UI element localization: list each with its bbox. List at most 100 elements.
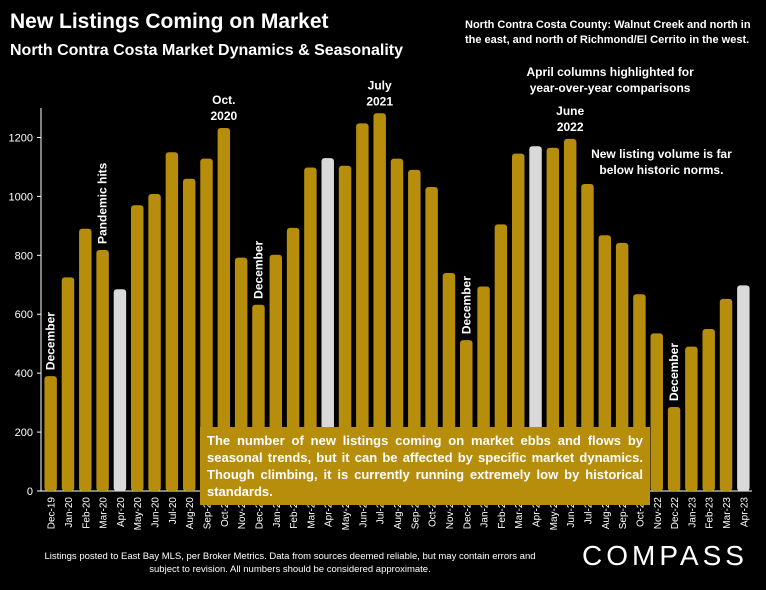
annotation-label: June	[556, 104, 584, 118]
x-tick-label: Feb-22	[497, 497, 508, 529]
x-tick-label: May-22	[549, 497, 560, 531]
x-tick-label: Sep-21	[410, 497, 421, 530]
x-tick-label: Dec-22	[670, 497, 681, 530]
annotation-note: year-over-year comparisons	[530, 81, 691, 95]
annotation-label: July	[368, 78, 392, 92]
x-tick-label: Aug-20	[185, 497, 196, 530]
bar	[702, 328, 715, 491]
x-tick-label: Mar-23	[722, 497, 733, 529]
annotation-label: 2021	[366, 94, 393, 108]
x-tick-label: Jan-23	[687, 497, 698, 528]
annotation-note: below historic norms.	[599, 163, 723, 177]
x-tick-label: Nov-22	[653, 497, 664, 530]
x-tick-label: Feb-20	[81, 497, 92, 529]
bar	[217, 128, 231, 491]
annotation-label: 2020	[210, 109, 237, 123]
x-tick-label: May-20	[133, 497, 144, 531]
x-tick-label: May-21	[341, 497, 352, 531]
bar	[511, 153, 525, 491]
bar	[425, 186, 438, 492]
bar	[286, 227, 300, 492]
annotation-label: December	[667, 343, 681, 401]
bar	[581, 184, 594, 491]
x-tick-label: Jul-22	[583, 497, 594, 525]
annotation-note: New listing volume is far	[591, 147, 732, 161]
bar	[546, 147, 560, 491]
x-tick-label: Feb-23	[705, 497, 716, 529]
y-tick-label: 400	[15, 368, 33, 380]
bar	[79, 228, 92, 492]
x-tick-label: Jan-20	[64, 497, 75, 528]
annotation-label: Pandemic hits	[96, 162, 110, 244]
chart-title: New Listings Coming on Market	[10, 10, 329, 33]
annotation-label: 2022	[557, 120, 584, 134]
x-tick-label: Jan-22	[480, 497, 491, 528]
bar	[338, 165, 352, 491]
annotation-label: Oct.	[212, 93, 235, 107]
x-tick-label: Apr-21	[324, 497, 335, 527]
bar	[356, 123, 369, 491]
bar	[200, 158, 213, 492]
x-tick-label: Jul-20	[168, 497, 179, 525]
bar	[96, 250, 109, 491]
x-tick-label: Mar-21	[306, 497, 317, 529]
highlighted-bar	[737, 285, 750, 491]
bar	[61, 277, 75, 491]
x-tick-label: Dec-20	[254, 497, 265, 530]
bar	[563, 138, 577, 491]
y-tick-label: 0	[27, 486, 33, 498]
x-tick-label: Jun-22	[566, 497, 577, 528]
highlighted-bar	[113, 289, 127, 491]
y-tick-label: 1000	[9, 191, 33, 203]
x-tick-label: Apr-22	[532, 497, 543, 527]
x-tick-label: Dec-19	[47, 497, 58, 530]
bar	[408, 169, 421, 491]
annotation-note: April columns highlighted for	[526, 65, 694, 79]
x-tick-label: Feb-21	[289, 497, 300, 529]
region-note: North Contra Costa County: Walnut Creek …	[465, 19, 751, 46]
bar	[719, 298, 733, 491]
x-tick-label: Sep-20	[203, 497, 214, 530]
x-tick-label: Oct-22	[635, 497, 646, 527]
bar	[182, 178, 196, 491]
bar	[494, 224, 508, 491]
x-tick-label: Jun-20	[151, 497, 162, 528]
x-tick-label: Jun-21	[358, 497, 369, 528]
compass-logo: COMPASS	[582, 540, 748, 571]
footer-note: Listings posted to East Bay MLS, per Bro…	[44, 551, 536, 575]
x-tick-label: Nov-21	[445, 497, 456, 530]
x-tick-label: Oct-21	[428, 497, 439, 527]
y-tick-label: 800	[15, 250, 33, 262]
highlighted-bar	[529, 146, 542, 492]
bar	[373, 113, 386, 492]
bar	[131, 205, 144, 491]
bar	[685, 346, 698, 491]
y-tick-label: 1200	[9, 132, 33, 144]
bar	[667, 407, 681, 491]
bar	[650, 333, 663, 491]
callout-text: The number of new listings coming on mar…	[200, 427, 650, 505]
x-tick-label: Nov-20	[237, 497, 248, 530]
x-tick-label: Oct-20	[220, 497, 231, 527]
bar	[44, 376, 57, 491]
x-tick-label: Apr-23	[739, 497, 750, 527]
x-tick-label: Dec-21	[462, 497, 473, 530]
x-tick-label: Mar-22	[514, 497, 525, 529]
x-tick-label: Jan-21	[272, 497, 283, 528]
highlighted-bar	[321, 158, 334, 492]
x-tick-label: Aug-21	[393, 497, 404, 530]
x-tick-label: Jul-21	[376, 497, 387, 525]
bar	[148, 194, 161, 491]
annotation-label: December	[251, 240, 265, 298]
chart-subtitle: North Contra Costa Market Dynamics & Sea…	[10, 42, 403, 59]
y-tick-label: 600	[15, 309, 33, 321]
y-tick-label: 200	[15, 427, 33, 439]
bar	[165, 152, 179, 491]
x-tick-label: Sep-22	[618, 497, 629, 530]
x-tick-label: Mar-20	[99, 497, 110, 529]
x-tick-label: Apr-20	[116, 497, 127, 527]
x-tick-label: Aug-22	[601, 497, 612, 530]
annotation-label: December	[459, 276, 473, 334]
bar	[304, 167, 317, 491]
